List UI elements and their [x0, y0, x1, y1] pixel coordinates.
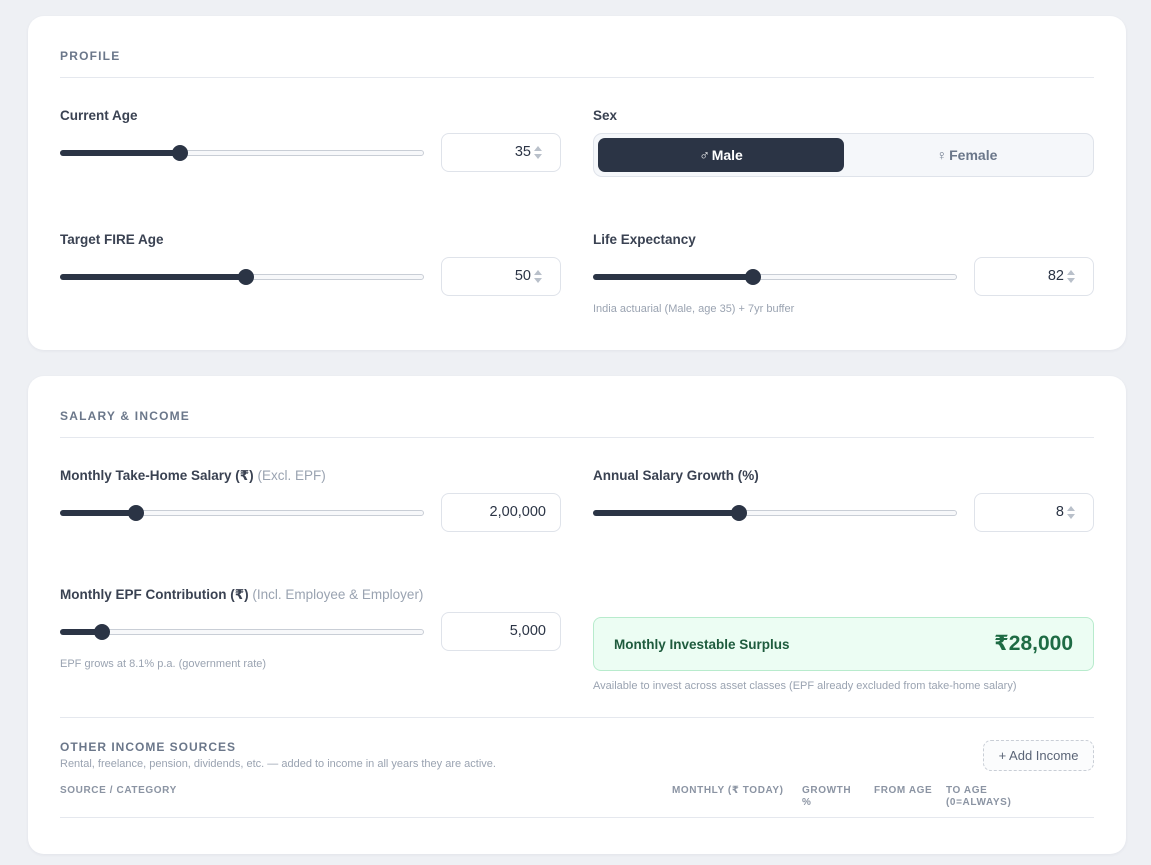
life-expectancy-label: Life Expectancy: [593, 232, 696, 247]
slider-fill: [60, 510, 137, 516]
other-income-title: OTHER INCOME SOURCES: [60, 740, 237, 754]
slider-thumb[interactable]: [172, 145, 189, 161]
column-header-from-age: FROM AGE: [874, 785, 933, 796]
male-icon: ♂: [699, 147, 710, 163]
add-income-button[interactable]: + Add Income: [983, 740, 1094, 771]
slider-fill: [60, 274, 246, 280]
take-home-note: (Excl. EPF): [257, 468, 326, 483]
epf-value: 5,000: [509, 623, 546, 639]
take-home-input[interactable]: 2,00,000: [441, 493, 561, 532]
life-expectancy-slider[interactable]: [593, 267, 957, 287]
sex-option-female[interactable]: ♀ Female: [844, 138, 1090, 172]
take-home-label: Monthly Take-Home Salary (₹) (Excl. EPF): [60, 468, 326, 484]
take-home-label-text: Monthly Take-Home Salary (₹): [60, 468, 254, 483]
take-home-slider[interactable]: [60, 503, 424, 523]
surplus-value: ₹28,000: [994, 632, 1073, 655]
life-expectancy-hint: India actuarial (Male, age 35) + 7yr buf…: [593, 303, 795, 315]
number-spinner-icon[interactable]: [1067, 506, 1077, 520]
number-spinner-icon[interactable]: [534, 270, 544, 284]
salary-card: SALARY & INCOME Monthly Take-Home Salary…: [28, 376, 1126, 854]
profile-card: PROFILE Current Age 35 Sex ♂ Male ♀ Female…: [28, 16, 1126, 350]
current-age-label: Current Age: [60, 108, 138, 123]
slider-fill: [593, 510, 739, 516]
number-spinner-icon[interactable]: [1067, 270, 1077, 284]
current-age-slider[interactable]: [60, 143, 424, 163]
current-age-input[interactable]: 35: [441, 133, 561, 172]
slider-thumb[interactable]: [730, 505, 747, 521]
fire-age-input[interactable]: 50: [441, 257, 561, 296]
salary-section-title: SALARY & INCOME: [60, 409, 191, 423]
slider-thumb[interactable]: [237, 269, 254, 285]
sex-toggle: ♂ Male ♀ Female: [593, 133, 1094, 177]
column-header-growth: GROWTH %: [802, 785, 852, 808]
slider-track: [60, 629, 424, 635]
fire-age-label: Target FIRE Age: [60, 232, 164, 247]
life-expectancy-value: 82: [1047, 268, 1064, 284]
female-icon: ♀: [936, 147, 948, 163]
slider-thumb[interactable]: [93, 624, 110, 640]
take-home-value: 2,00,000: [489, 504, 546, 520]
slider-thumb[interactable]: [128, 505, 145, 521]
salary-growth-slider[interactable]: [593, 503, 957, 523]
number-spinner-icon[interactable]: [534, 146, 544, 160]
other-income-divider: [60, 717, 1094, 718]
epf-slider[interactable]: [60, 622, 424, 642]
investable-surplus-box: Monthly Investable Surplus ₹28,000: [593, 617, 1094, 671]
epf-label: Monthly EPF Contribution (₹) (Incl. Empl…: [60, 587, 423, 603]
surplus-hint: Available to invest across asset classes…: [593, 680, 1017, 692]
sex-option-label: Male: [711, 147, 743, 163]
column-header-monthly: MONTHLY (₹ TODAY): [672, 785, 784, 796]
salary-growth-value: 8: [1055, 504, 1064, 520]
fire-age-slider[interactable]: [60, 267, 424, 287]
column-header-source: SOURCE / CATEGORY: [60, 785, 177, 796]
sex-label: Sex: [593, 108, 618, 123]
salary-growth-input[interactable]: 8: [974, 493, 1094, 532]
fire-age-value: 50: [514, 268, 531, 284]
slider-fill: [60, 150, 181, 156]
column-header-to-age: TO AGE (0=ALWAYS): [946, 785, 1012, 808]
epf-input[interactable]: 5,000: [441, 612, 561, 651]
epf-hint: EPF grows at 8.1% p.a. (government rate): [60, 658, 267, 670]
sex-option-male[interactable]: ♂ Male: [598, 138, 844, 172]
table-header-divider: [60, 817, 1094, 818]
epf-label-text: Monthly EPF Contribution (₹): [60, 587, 249, 602]
slider-fill: [593, 274, 754, 280]
salary-divider: [60, 437, 1094, 438]
epf-note: (Incl. Employee & Employer): [252, 587, 424, 602]
salary-growth-label: Annual Salary Growth (%): [593, 468, 759, 483]
other-income-description: Rental, freelance, pension, dividends, e…: [60, 758, 496, 770]
surplus-label: Monthly Investable Surplus: [614, 637, 790, 652]
slider-fill: [60, 629, 102, 635]
sex-option-label: Female: [949, 147, 998, 163]
profile-section-title: PROFILE: [60, 49, 121, 63]
slider-thumb[interactable]: [745, 269, 762, 285]
profile-divider: [60, 77, 1094, 78]
life-expectancy-input[interactable]: 82: [974, 257, 1094, 296]
current-age-value: 35: [514, 144, 531, 160]
